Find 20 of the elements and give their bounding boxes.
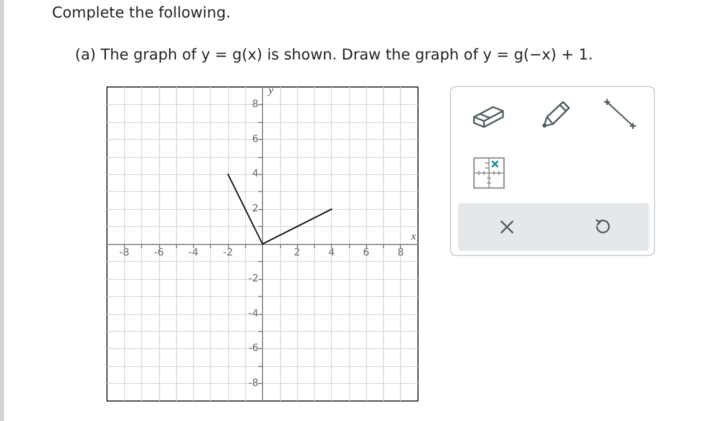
y-tick-label: 2 [252,204,258,215]
y-tick-label: 8 [252,98,258,110]
y-tick-label: 6 [252,134,258,145]
x-tick-label: -6 [154,248,164,258]
y-axis-title: y [268,84,274,96]
y-tick-label: -4 [248,308,258,320]
y-tick-label: -6 [248,343,258,354]
x-tick-label: -4 [188,248,198,258]
x-tick-label: -8 [119,248,130,258]
y-tick-label: -2 [248,273,258,284]
y-tick-label: 4 [252,168,258,180]
x-tick-label: 6 [362,248,370,258]
x-tick-label: -2 [222,248,233,258]
chart-subtitle: (a) The graph of y = g(x) is shown. Draw the graph of y = g(−x) + 1. [75,46,593,64]
y-tick-label: -8 [248,378,258,390]
x-tick-label: 4 [328,248,335,258]
x-tick-label: 2 [294,248,300,258]
chart-title: Complete the following. [52,4,231,22]
x-tick-label: 8 [398,248,404,258]
x-axis-title: x [410,230,416,242]
